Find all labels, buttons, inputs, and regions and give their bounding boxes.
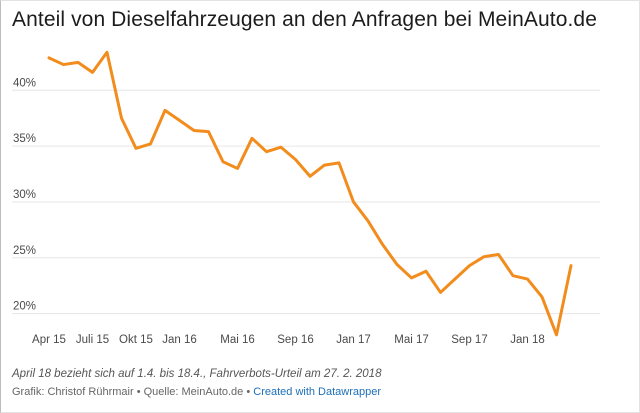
data-point <box>91 70 95 74</box>
data-point <box>221 160 225 164</box>
y-tick-label: 25% <box>13 245 36 257</box>
datawrapper-link[interactable]: Created with Datawrapper <box>253 386 382 398</box>
x-tick-label: Jan 17 <box>336 334 371 346</box>
x-tick-label: Apr 15 <box>32 334 66 346</box>
credits-line: Grafik: Christof Rührmair • Quelle: Mein… <box>12 386 381 398</box>
data-point <box>337 161 341 165</box>
data-point <box>497 252 501 256</box>
credit-separator: • <box>243 386 254 398</box>
data-point <box>366 219 370 223</box>
y-tick-label: 40% <box>13 77 36 89</box>
data-point <box>323 163 327 167</box>
data-point <box>192 128 196 132</box>
series-layer <box>47 50 573 337</box>
x-tick-label: Sep 17 <box>451 334 487 346</box>
data-point <box>381 242 385 246</box>
x-tick-label: Juli 15 <box>76 334 109 346</box>
data-point <box>540 295 544 299</box>
data-point <box>120 116 124 120</box>
credit-separator: • <box>133 386 144 398</box>
data-point <box>439 290 443 294</box>
data-point <box>511 274 515 278</box>
x-axis-ticks: Apr 15 Juli 15 Okt 15 Jan 16 Mai 16 Sep 16 Jan… <box>32 334 545 346</box>
data-point <box>163 108 167 112</box>
data-point <box>410 276 414 280</box>
data-point <box>279 145 283 149</box>
chart-title: Anteil von Dieselfahrzeugen an den Anfra… <box>12 8 597 31</box>
data-point <box>207 130 211 134</box>
y-tick-label: 30% <box>13 189 36 201</box>
y-tick-label: 20% <box>13 301 36 313</box>
data-point <box>308 174 312 178</box>
data-point <box>62 63 66 67</box>
data-point <box>178 118 182 122</box>
data-point <box>250 136 254 140</box>
data-point <box>569 264 573 268</box>
data-point <box>555 333 559 337</box>
data-point <box>468 264 472 268</box>
data-point <box>76 60 80 64</box>
credit-author: Grafik: Christof Rührmair <box>12 386 134 398</box>
x-tick-label: Mai 16 <box>220 334 255 346</box>
x-tick-label: Jan 16 <box>162 334 197 346</box>
x-tick-label: Okt 15 <box>119 334 153 346</box>
data-point <box>294 158 298 162</box>
data-point <box>134 146 138 150</box>
data-point <box>453 277 457 281</box>
data-point <box>395 263 399 267</box>
y-axis-ticks: 20% 25% 30% 35% 40% <box>13 77 36 312</box>
x-tick-label: Mai 17 <box>394 334 429 346</box>
chart-note: April 18 bezieht sich auf 1.4. bis 18.4.… <box>12 368 382 380</box>
y-tick-label: 35% <box>13 133 36 145</box>
credit-source: Quelle: MeinAuto.de <box>143 386 244 398</box>
x-tick-label: Sep 16 <box>277 334 313 346</box>
data-point <box>149 142 153 146</box>
data-point <box>526 277 530 281</box>
data-point <box>482 255 486 259</box>
data-point <box>236 166 240 170</box>
data-point <box>47 56 51 60</box>
data-point <box>265 150 269 154</box>
series-line <box>47 50 573 337</box>
data-point <box>352 200 356 204</box>
data-point <box>105 50 109 54</box>
data-point <box>424 269 428 273</box>
x-tick-label: Jan 18 <box>510 334 545 346</box>
gridlines <box>12 89 600 315</box>
